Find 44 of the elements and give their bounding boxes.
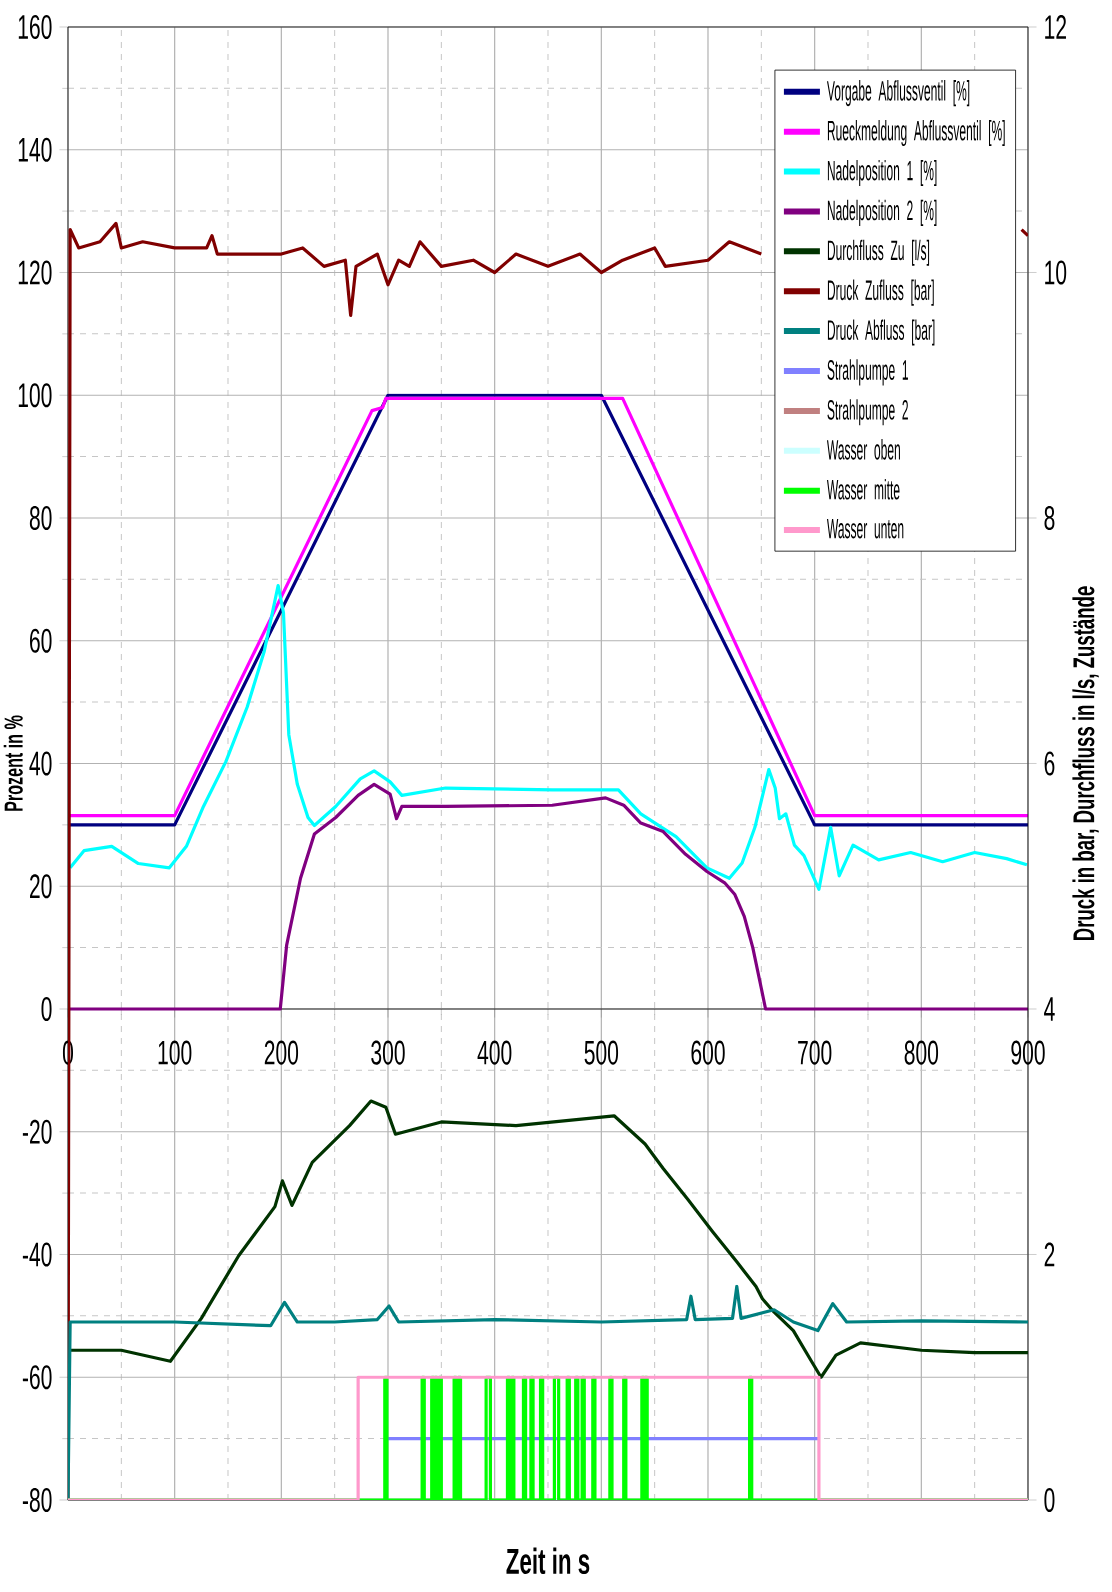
y-tick-label: 100: [18, 383, 52, 408]
legend-label: Wasser mitte: [826, 479, 900, 500]
y2-tick-label: 2: [1044, 1242, 1055, 1267]
y-tick-label: 120: [18, 260, 52, 285]
y2-axis-title: Druck in bar, Durchfluss in l/s, Zustände: [1072, 586, 1099, 941]
y2-tick-label: 6: [1044, 751, 1055, 776]
legend-label: Rueckmeldung Abflussventil [%]: [827, 120, 1005, 147]
y-tick-label: 20: [30, 874, 52, 899]
x-tick-label: 800: [904, 1040, 939, 1065]
legend-label: Wasser unten: [826, 518, 904, 539]
legend-label: Strahlpumpe 2: [827, 399, 908, 426]
y-tick-label: 140: [18, 137, 52, 162]
legend-label: Vorgabe Abflussventil [%]: [826, 80, 970, 107]
x-tick-label: 500: [584, 1040, 619, 1065]
x-tick-label: 100: [158, 1040, 192, 1065]
x-tick-label: 900: [1011, 1040, 1045, 1065]
x-axis-title: Zeit in s: [506, 1547, 590, 1575]
y-tick-label: 60: [30, 628, 52, 653]
legend-label: Durchfluss Zu [l/s]: [827, 239, 930, 266]
y-tick-label: 40: [29, 751, 52, 776]
y2-tick-label: 4: [1044, 997, 1055, 1021]
y2-tick-label: 0: [1044, 1487, 1055, 1513]
legend-label: Druck Abfluss [bar]: [827, 319, 935, 346]
legend-label: Druck Zufluss [bar]: [827, 279, 934, 306]
x-tick-label: 600: [691, 1040, 725, 1065]
x-tick-label: 700: [798, 1040, 832, 1065]
y-tick-label: -20: [22, 1119, 52, 1144]
y2-tick-label: 12: [1045, 15, 1066, 39]
y-axis-title: Prozent in %: [3, 715, 23, 811]
x-tick-label: 400: [477, 1040, 512, 1065]
legend-label: Nadelposition 1 [%]: [827, 159, 937, 186]
y-tick-label: -40: [22, 1242, 52, 1267]
y-tick-label: 80: [29, 505, 52, 531]
x-tick-label: 300: [371, 1040, 405, 1065]
y2-tick-label: 8: [1044, 505, 1055, 531]
legend-label: Nadelposition 2 [%]: [827, 199, 937, 226]
y-tick-label: -80: [22, 1487, 52, 1513]
x-tick-label: 200: [264, 1040, 299, 1065]
y-tick-label: -60: [22, 1365, 52, 1390]
y2-tick-label: 10: [1045, 260, 1067, 285]
legend-label: Wasser oben: [826, 439, 900, 460]
y-tick-label: 0: [41, 996, 52, 1022]
y-tick-label: 160: [18, 14, 52, 40]
legend-label: Strahlpumpe 1: [827, 359, 908, 386]
